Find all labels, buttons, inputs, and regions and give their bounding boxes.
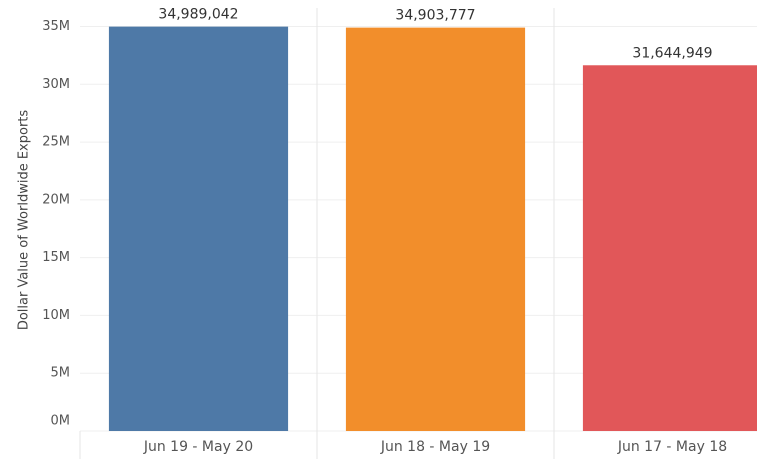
y-tick-label: 25M xyxy=(42,135,70,150)
bar xyxy=(108,26,289,432)
bar xyxy=(582,65,757,431)
y-tick-label: 10M xyxy=(42,308,70,323)
y-tick-label: 15M xyxy=(42,250,70,265)
bar xyxy=(345,27,526,432)
y-tick-label: 5M xyxy=(51,366,71,381)
y-tick-label: 0M xyxy=(51,414,71,429)
y-tick-label: 20M xyxy=(42,192,70,207)
y-axis-title: Dollar Value of Worldwide Exports xyxy=(17,110,32,331)
value-label: 34,903,777 xyxy=(395,8,475,24)
value-label: 31,644,949 xyxy=(632,45,712,61)
value-label: 34,989,042 xyxy=(158,7,238,23)
y-tick-label: 35M xyxy=(42,19,70,34)
x-tick-label: Jun 17 - May 18 xyxy=(617,439,727,455)
x-tick-label: Jun 19 - May 20 xyxy=(143,439,253,455)
y-tick-label: 30M xyxy=(42,77,70,92)
x-tick-label: Jun 18 - May 19 xyxy=(380,439,490,455)
